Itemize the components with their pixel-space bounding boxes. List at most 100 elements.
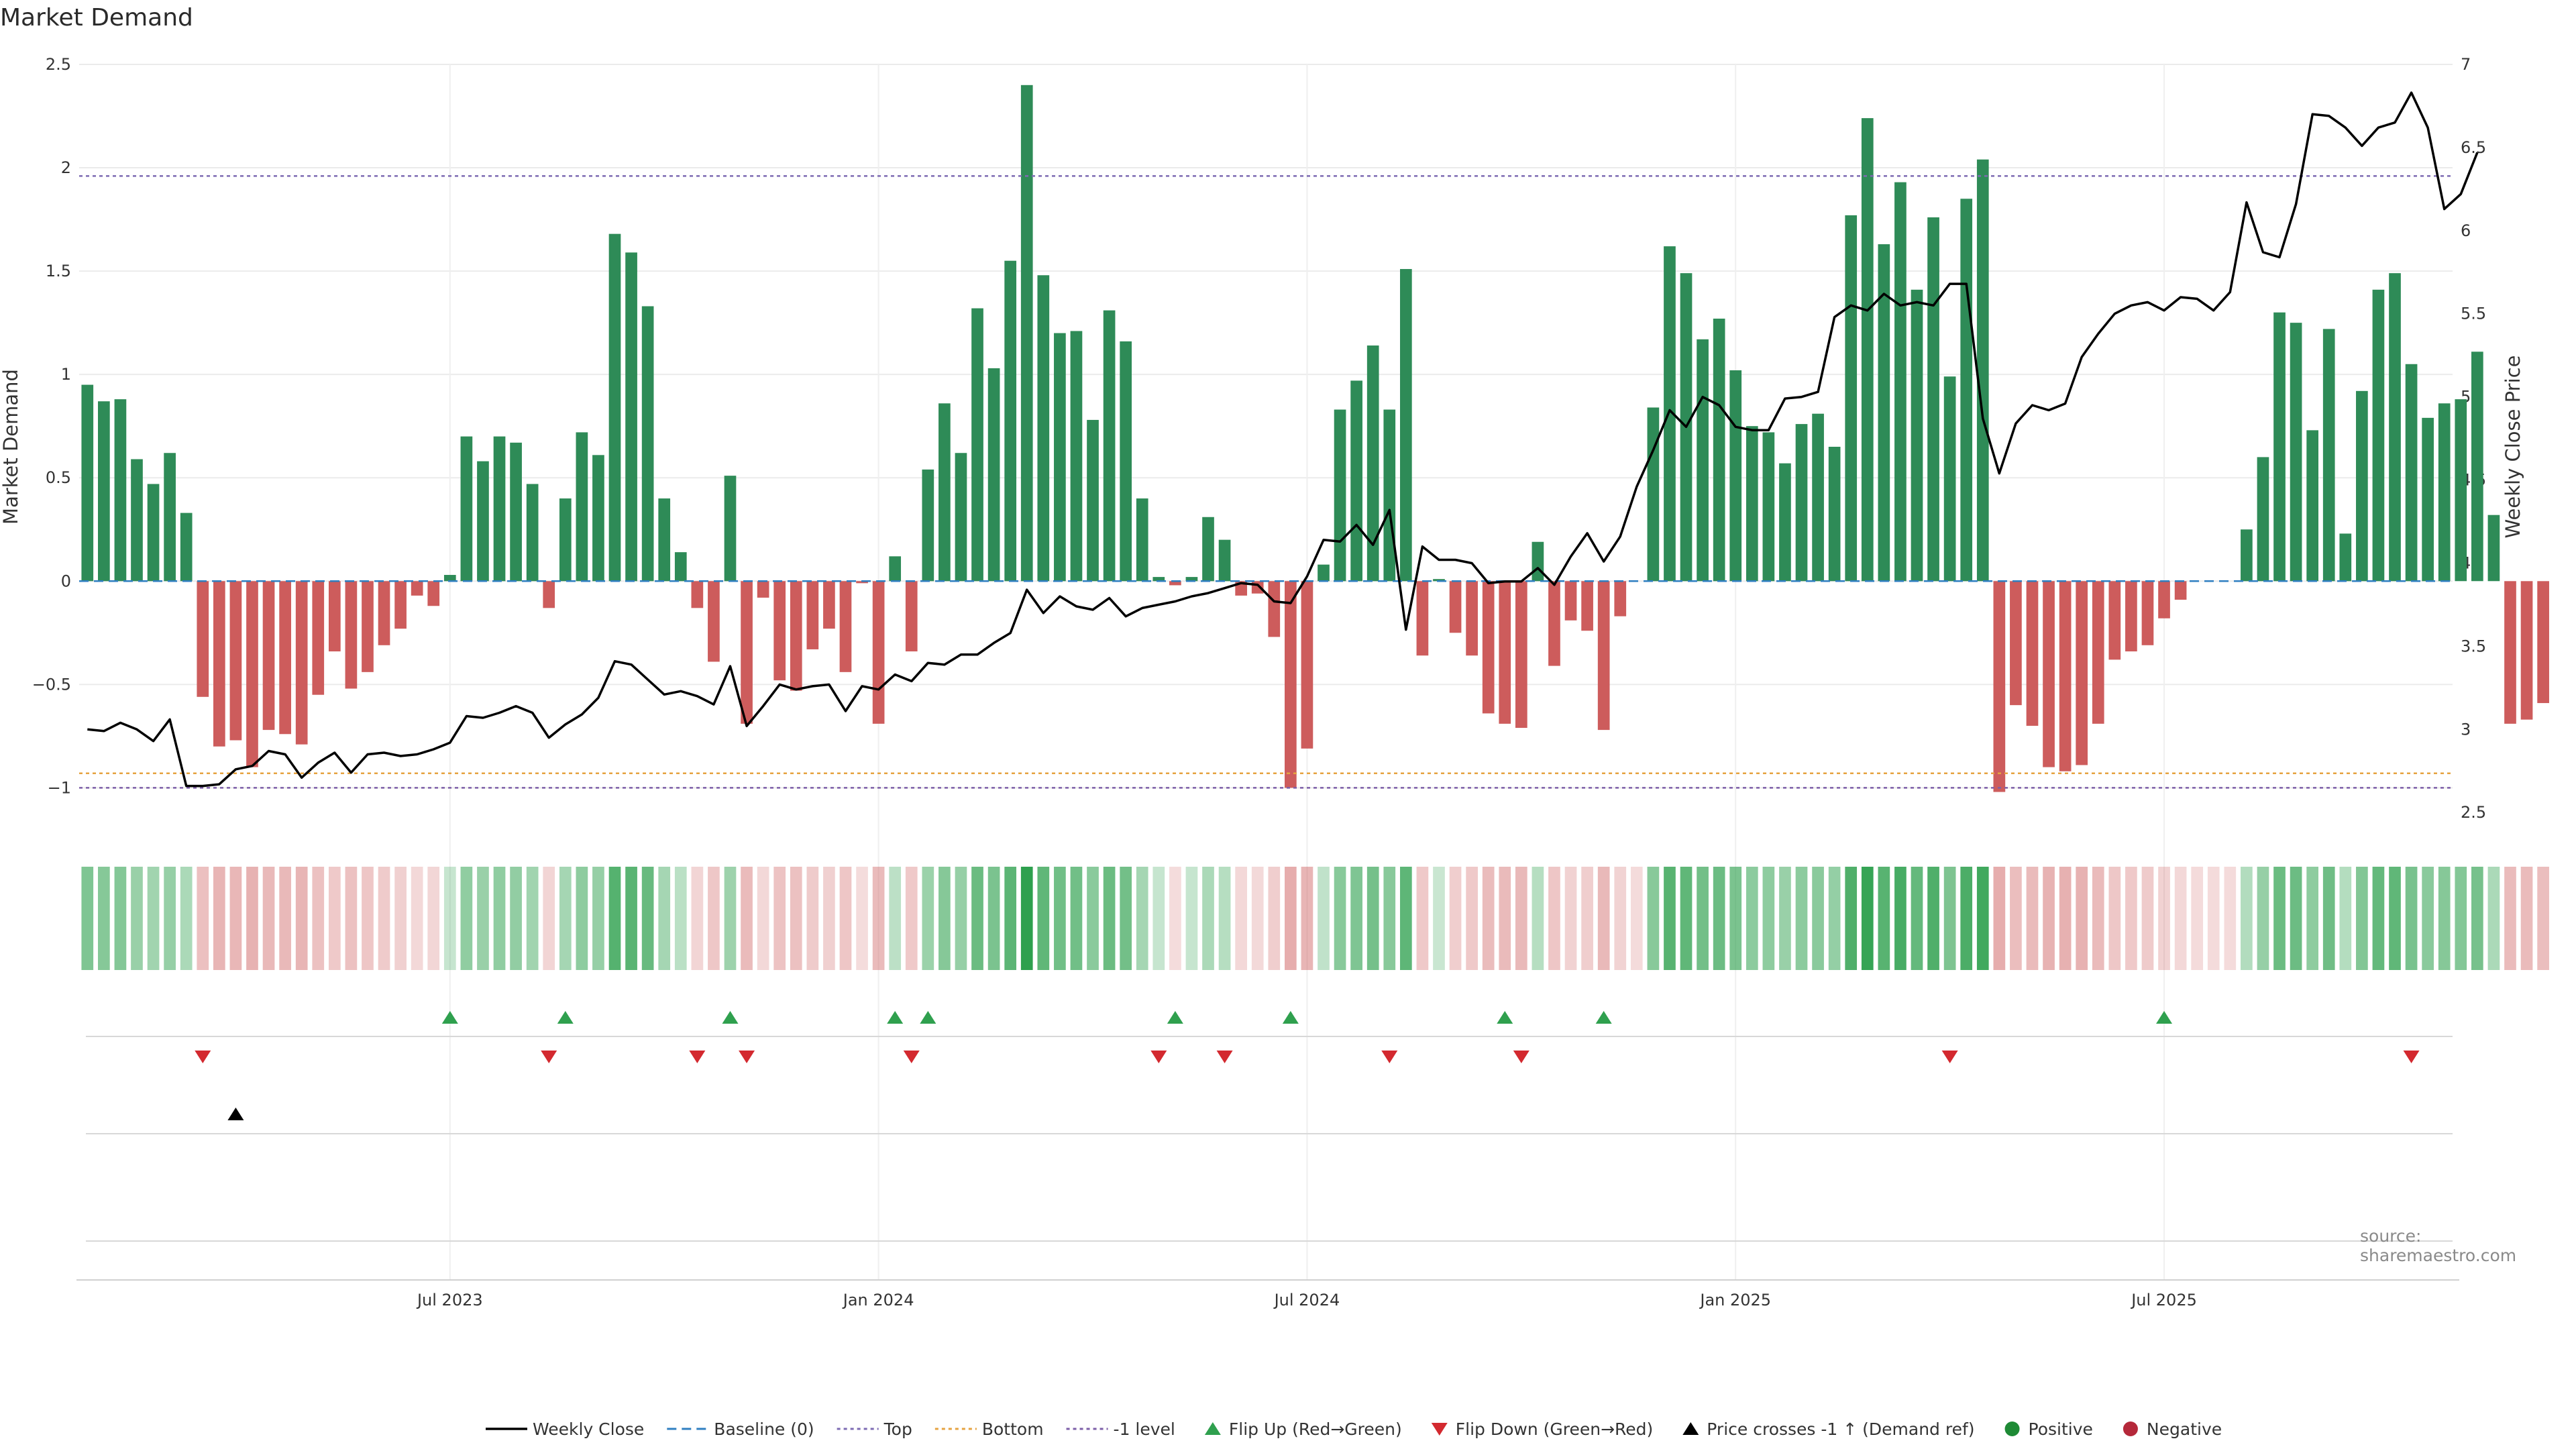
- negative-bar: [2158, 581, 2170, 619]
- legend-swatch-triangle-up: [1204, 1422, 1221, 1435]
- negative-bar: [1993, 581, 2006, 792]
- positive-bar: [2322, 329, 2335, 582]
- heat-cell: [1185, 867, 1198, 970]
- heat-cell: [955, 867, 967, 970]
- x-tick-label: Jul 2024: [1273, 1291, 1340, 1309]
- negative-bar: [806, 581, 819, 649]
- heat-cell: [1597, 867, 1610, 970]
- negative-bar: [2125, 581, 2137, 652]
- positive-bar: [1334, 409, 1346, 582]
- negative-bar: [773, 581, 786, 681]
- flip-up-marker: [1167, 1011, 1183, 1024]
- positive-bar: [1152, 577, 1165, 582]
- negative-bar: [2010, 581, 2022, 706]
- negative-bar: [790, 581, 802, 691]
- positive-bar: [1120, 341, 1132, 582]
- y-tick-label: 0.5: [46, 468, 71, 487]
- heat-cell: [1482, 867, 1495, 970]
- heat-cell: [2158, 867, 2170, 970]
- heat-cell: [2224, 867, 2237, 970]
- positive-bar: [1399, 269, 1412, 582]
- legend-label: Flip Down (Green→Red): [1456, 1419, 1654, 1439]
- heat-cell: [2010, 867, 2022, 970]
- negative-bar: [1449, 581, 1462, 633]
- positive-bar: [2290, 323, 2302, 582]
- heat-cell: [1020, 867, 1033, 970]
- heat-cell: [526, 867, 539, 970]
- positive-bar: [971, 308, 983, 582]
- negative-bar: [378, 581, 390, 645]
- heat-cell: [658, 867, 671, 970]
- positive-bar: [147, 484, 160, 582]
- heat-cell: [2125, 867, 2137, 970]
- positive-bar: [1218, 539, 1231, 582]
- y-tick-label: 1: [61, 365, 71, 384]
- positive-bar: [1318, 564, 1330, 582]
- negative-bar: [1482, 581, 1495, 714]
- heat-cell: [2241, 867, 2253, 970]
- positive-bar: [1383, 409, 1396, 582]
- positive-bar: [1762, 432, 1775, 582]
- heat-cell: [1927, 867, 1939, 970]
- positive-bar: [1911, 289, 1923, 582]
- negative-bar: [246, 581, 258, 767]
- heat-cell: [2471, 867, 2483, 970]
- heat-cell: [1466, 867, 1478, 970]
- positive-bar: [2339, 533, 2352, 582]
- heat-cell: [1729, 867, 1742, 970]
- heat-cell: [1697, 867, 1709, 970]
- heat-cell: [1894, 867, 1907, 970]
- heat-cell: [1087, 867, 1099, 970]
- heat-cell: [1762, 867, 1775, 970]
- heat-cell: [279, 867, 291, 970]
- heat-cell: [1564, 867, 1577, 970]
- heat-cell: [460, 867, 473, 970]
- heat-cell: [872, 867, 885, 970]
- heat-cell: [790, 867, 802, 970]
- negative-bar: [757, 581, 769, 598]
- heat-cell: [2339, 867, 2352, 970]
- negative-bar: [2076, 581, 2088, 765]
- positive-bar: [674, 552, 687, 582]
- positive-bar: [1729, 370, 1742, 582]
- y2-tick-label: 3.5: [2461, 637, 2486, 655]
- legend-label: Top: [883, 1419, 912, 1439]
- negative-bar: [345, 581, 358, 689]
- negative-bar: [2141, 581, 2154, 645]
- flip-up-marker: [887, 1011, 904, 1024]
- heat-cell: [608, 867, 621, 970]
- weekly-close-line: [87, 91, 2479, 788]
- positive-bar: [658, 498, 671, 582]
- heat-cell: [2059, 867, 2072, 970]
- heat-cell: [197, 867, 209, 970]
- y-tick-label: 1.5: [46, 262, 71, 280]
- positive-bar: [1894, 182, 1907, 582]
- positive-bar: [724, 476, 737, 582]
- positive-bar: [1795, 424, 1808, 582]
- heat-cell: [1136, 867, 1148, 970]
- heat-cell: [2389, 867, 2401, 970]
- heat-cell: [312, 867, 325, 970]
- heat-cell: [1845, 867, 1858, 970]
- y-tick-label: 2.5: [46, 55, 71, 74]
- negative-bar: [394, 581, 407, 629]
- flip-up-marker: [557, 1011, 574, 1024]
- positive-bar: [2356, 390, 2368, 582]
- heat-cell: [1943, 867, 1956, 970]
- negative-bar: [2059, 581, 2072, 771]
- heat-cell: [1202, 867, 1214, 970]
- heat-cell: [1120, 867, 1132, 970]
- flip-down-marker: [195, 1051, 211, 1063]
- heat-cell: [164, 867, 176, 970]
- heat-cell: [2092, 867, 2104, 970]
- negative-bar: [1581, 581, 1593, 631]
- y2-axis-label: Weekly Close Price: [2502, 356, 2524, 539]
- legend-swatch-triangle-down: [1431, 1423, 1448, 1436]
- heat-cell: [295, 867, 308, 970]
- legend-label: Negative: [2147, 1419, 2222, 1439]
- positive-bar: [1647, 407, 1660, 582]
- flip-up-marker: [1595, 1011, 1612, 1024]
- negative-bar: [1597, 581, 1610, 731]
- positive-bar: [2455, 399, 2467, 582]
- positive-bar: [1812, 413, 1824, 582]
